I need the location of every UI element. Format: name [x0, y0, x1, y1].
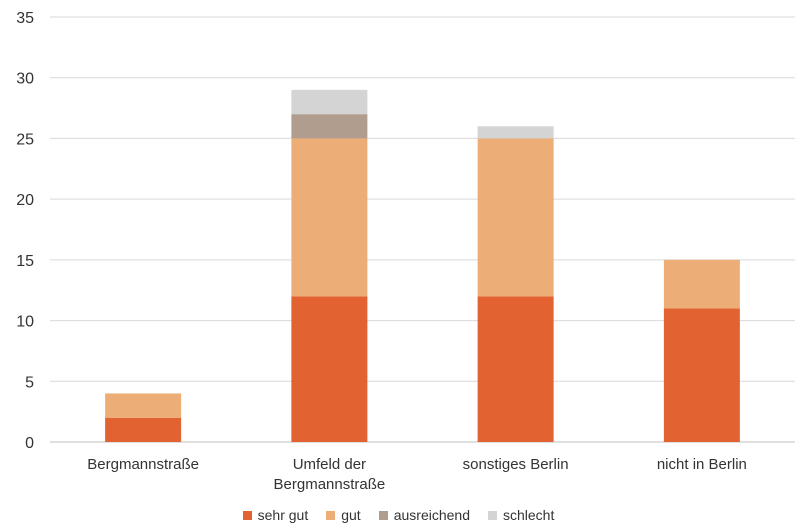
legend-swatch	[242, 510, 252, 520]
y-tick-label: 15	[16, 253, 34, 270]
y-axis-tick-labels: 0 5 10 15 20 25 30 35	[16, 10, 34, 452]
bar-segment	[477, 138, 554, 297]
legend-label: ausreichend	[393, 507, 470, 523]
x-tick-label: sonstiges Berlin	[463, 456, 569, 473]
y-tick-label: 30	[16, 71, 34, 88]
bars	[105, 89, 740, 442]
bar-segment	[477, 296, 554, 442]
x-tick-label: nicht in Berlin	[657, 456, 747, 473]
bar-segment	[291, 296, 368, 442]
y-tick-label: 0	[25, 435, 34, 452]
legend-swatch	[487, 510, 497, 520]
y-tick-label: 25	[16, 131, 34, 148]
bar-segment	[105, 393, 182, 418]
bar-segment	[477, 126, 554, 139]
bar-segment	[291, 114, 368, 139]
legend-item: gut	[326, 507, 361, 523]
x-tick-label: Umfeld der	[293, 456, 366, 473]
x-tick-label: Bergmannstraße	[87, 456, 199, 473]
y-tick-label: 5	[25, 374, 34, 391]
bar-segment	[105, 417, 182, 442]
y-tick-label: 20	[16, 192, 34, 209]
bar-segment	[663, 308, 740, 442]
legend-label: sehr gut	[257, 507, 309, 523]
legend-label: schlecht	[502, 507, 555, 523]
bar-segment	[291, 138, 368, 297]
legend-swatch	[378, 510, 388, 520]
gridlines	[50, 16, 795, 443]
x-tick-label: Bergmannstraße	[274, 476, 386, 493]
legend-swatch	[326, 510, 336, 520]
y-tick-label: 35	[16, 10, 34, 27]
bar-segment	[291, 89, 368, 115]
bar-segment	[663, 259, 740, 309]
legend-label: gut	[341, 507, 361, 523]
legend: sehr gut gut ausreichend schlecht	[0, 507, 797, 523]
legend-item: schlecht	[487, 507, 555, 523]
legend-item: ausreichend	[378, 507, 470, 523]
y-tick-label: 10	[16, 314, 34, 331]
x-axis-tick-labels: Bergmannstraße Umfeld der Bergmannstraße so…	[87, 456, 747, 493]
legend-item: sehr gut	[242, 507, 309, 523]
